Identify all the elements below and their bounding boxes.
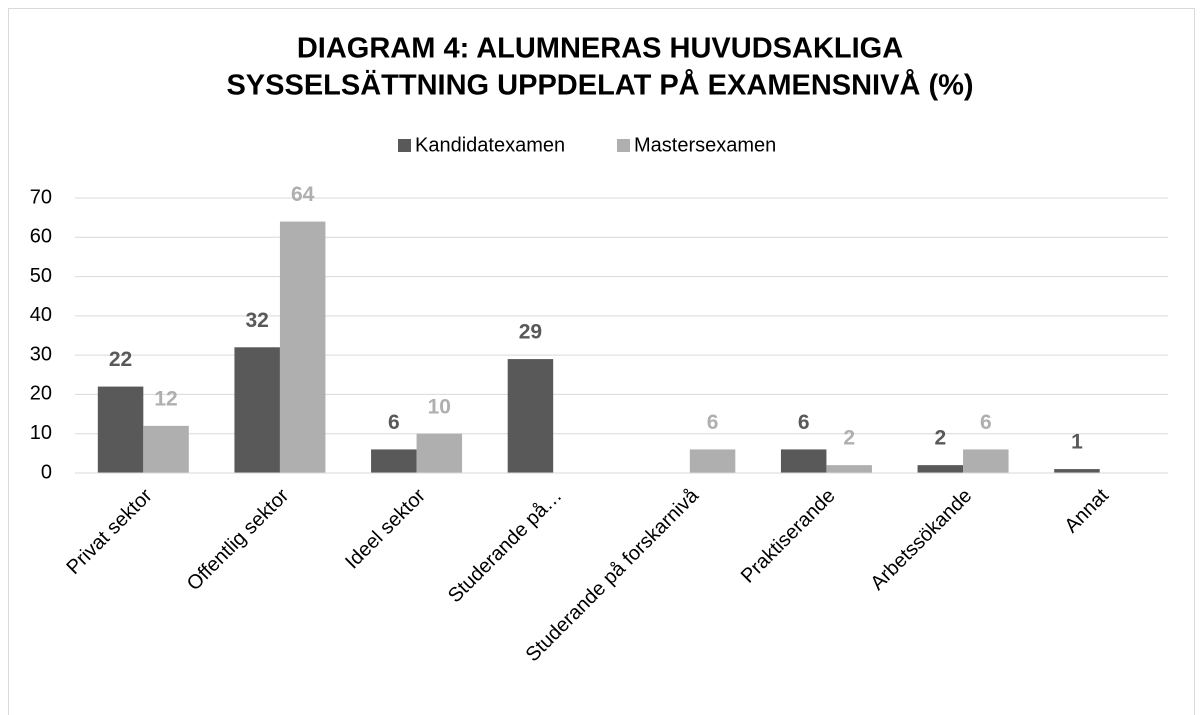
bar: [507, 359, 554, 473]
y-tick-label: 40: [30, 304, 52, 326]
bar: [279, 221, 326, 473]
y-tick-label: 50: [30, 265, 52, 287]
value-label: 2: [934, 427, 946, 450]
bar: [917, 465, 964, 473]
bar: [143, 425, 189, 473]
y-tick-label: 70: [30, 186, 52, 208]
value-label: 64: [291, 183, 315, 206]
bar: [97, 386, 144, 473]
bar: [1054, 469, 1100, 473]
legend-swatch: [617, 139, 630, 152]
chart-title: DIAGRAM 4: ALUMNERAS HUVUDSAKLIGA: [297, 33, 903, 65]
legend-label: Kandidatexamen: [415, 134, 565, 156]
y-tick-label: 0: [41, 461, 52, 483]
value-label: 6: [388, 411, 400, 434]
value-label: 22: [109, 348, 132, 371]
value-label: 32: [246, 309, 269, 332]
bar: [234, 347, 280, 473]
bar: [371, 449, 417, 473]
y-tick-label: 60: [30, 226, 52, 248]
bar: [780, 449, 827, 473]
x-tick-label: Arbetssökande: [866, 485, 976, 595]
value-label: 6: [980, 411, 992, 434]
y-tick-label: 20: [30, 383, 52, 405]
x-tick-label: Offentlig sektor: [183, 484, 294, 595]
x-tick-label: Praktiserande: [737, 485, 840, 588]
y-tick-label: 10: [30, 422, 52, 444]
value-label: 2: [843, 427, 855, 450]
value-label: 10: [428, 395, 451, 418]
value-label: 29: [519, 321, 542, 344]
value-label: 1: [1071, 431, 1083, 454]
y-tick-label: 30: [30, 343, 52, 365]
value-label: 6: [707, 411, 719, 434]
bar: [689, 449, 736, 473]
bar: [826, 465, 872, 473]
value-label: 6: [798, 411, 810, 434]
bar: [963, 449, 1009, 473]
x-tick-label: Annat: [1060, 484, 1113, 537]
x-tick-label: Studerande på…: [444, 485, 566, 607]
legend-label: Mastersexamen: [634, 134, 776, 156]
chart-frame: [8, 8, 1195, 715]
value-label: 12: [154, 387, 177, 410]
chart-title: SYSSELSÄTTNING UPPDELAT PÅ EXAMENSNIVÅ (…: [226, 69, 973, 102]
x-tick-label: Ideel sektor: [341, 484, 430, 573]
bar: [416, 433, 463, 473]
legend-swatch: [398, 139, 411, 152]
x-tick-label: Privat sektor: [62, 484, 156, 578]
